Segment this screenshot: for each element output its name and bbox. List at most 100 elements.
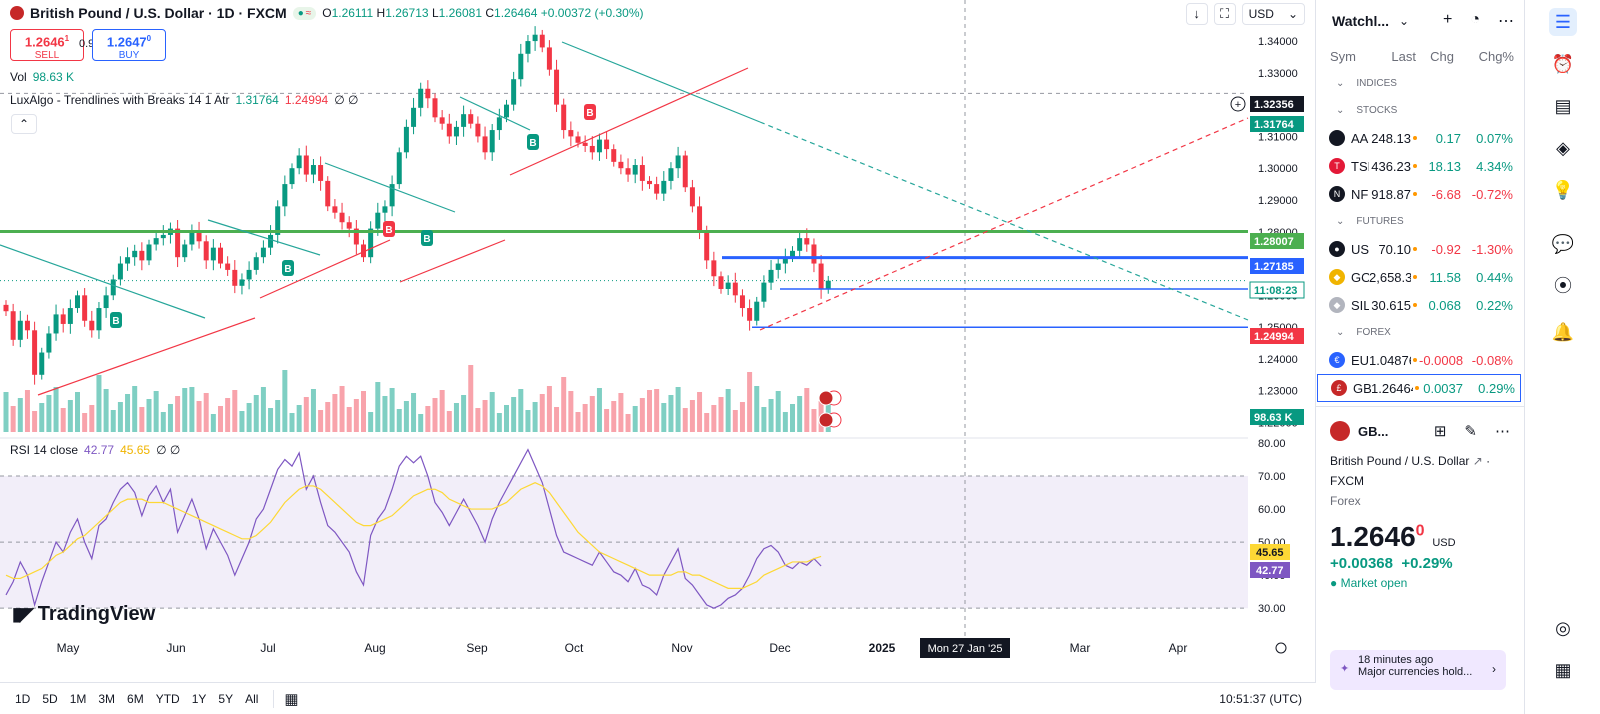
volume-bar bbox=[389, 388, 395, 432]
candle-body bbox=[804, 238, 810, 245]
notifications-icon[interactable]: 🔔 bbox=[1551, 322, 1575, 342]
buy-button[interactable]: 1.26470 BUY bbox=[92, 29, 166, 61]
edit-icon[interactable]: ✎ bbox=[1464, 423, 1477, 440]
candle-body bbox=[468, 114, 474, 124]
layers-icon[interactable]: ◈ bbox=[1556, 138, 1570, 158]
volume-bar bbox=[811, 409, 817, 432]
advanced-view-icon[interactable]: ◔ bbox=[1470, 11, 1480, 28]
market-status-pill[interactable]: ● ≈ bbox=[292, 6, 317, 20]
range-button[interactable]: 6M bbox=[127, 691, 144, 706]
rsi-label-text: 42.77 bbox=[1256, 565, 1284, 577]
chevron-down-icon: ⌄ bbox=[1336, 216, 1345, 227]
range-button[interactable]: 1M bbox=[69, 691, 87, 706]
watchlist-icon[interactable]: ☰ bbox=[1549, 8, 1577, 36]
more-icon[interactable]: ⋯ bbox=[1498, 13, 1514, 30]
candle-body bbox=[418, 88, 424, 108]
volume-bar bbox=[310, 389, 316, 432]
watchlist-row[interactable]: T TSLA436.23 18.13 4.34% bbox=[1316, 152, 1524, 180]
news-icon[interactable]: ▤ bbox=[1554, 96, 1572, 116]
volume-bar bbox=[203, 393, 209, 432]
row-change-pct: 0.29% bbox=[1478, 380, 1515, 396]
volume-bar bbox=[232, 390, 238, 432]
rsi-label-text: 45.65 bbox=[1256, 547, 1284, 559]
candle-body bbox=[589, 145, 595, 153]
stream-icon[interactable]: ⦿ bbox=[1554, 276, 1572, 296]
candle-body bbox=[17, 320, 23, 340]
price-chart[interactable]: BBBBBB1.340001.330001.320001.310001.3000… bbox=[0, 0, 1316, 682]
volume-bar bbox=[39, 403, 45, 432]
sell-button[interactable]: 1.26461 SELL bbox=[10, 29, 84, 61]
range-button[interactable]: 3M bbox=[98, 691, 116, 706]
watchlist-section[interactable]: ⌄ FUTURES bbox=[1336, 216, 1404, 227]
calendar-range-icon[interactable]: ▦ bbox=[284, 690, 299, 708]
download-icon[interactable]: ↓ bbox=[1185, 3, 1208, 25]
chart-area[interactable]: BBBBBB1.340001.330001.320001.310001.3000… bbox=[0, 0, 1316, 682]
collapse-legend-button[interactable]: ⌃ bbox=[11, 114, 37, 134]
utc-clock[interactable]: 10:51:37 (UTC) bbox=[1219, 692, 1302, 706]
grid-icon[interactable]: ⊞ bbox=[1433, 423, 1447, 440]
col-sym[interactable]: Sym bbox=[1330, 48, 1356, 64]
calendar-icon[interactable]: ▦ bbox=[1554, 660, 1572, 680]
watchlist-row[interactable]: AAPL248.13 0.17 0.07% bbox=[1316, 124, 1524, 152]
watchlist-row[interactable]: £ GBPUSD1.26464 0.0037 0.29% bbox=[1317, 374, 1521, 402]
row-change: 0.068 bbox=[1428, 297, 1461, 313]
gold-icon: ◆ bbox=[1329, 269, 1345, 285]
range-button[interactable]: 1D bbox=[15, 691, 31, 706]
volume-bar bbox=[3, 392, 9, 432]
news-card[interactable]: ✦ 18 minutes ago Major currencies hold..… bbox=[1330, 650, 1506, 690]
oil-drop-icon: ● bbox=[1329, 241, 1345, 257]
volume-bar bbox=[697, 392, 703, 432]
range-button[interactable]: 1Y bbox=[191, 691, 207, 706]
time-tick: Aug bbox=[364, 641, 385, 655]
candle-body bbox=[554, 69, 560, 105]
watchlist-section[interactable]: ⌄ STOCKS bbox=[1336, 105, 1398, 116]
chevron-down-icon[interactable]: ⌄ bbox=[1399, 14, 1410, 28]
watchlist-row[interactable]: N NFLX918.87 -6.68 -0.72% bbox=[1316, 180, 1524, 208]
candle-body bbox=[32, 330, 38, 375]
candle-body bbox=[411, 107, 417, 127]
range-button[interactable]: 5D bbox=[42, 691, 58, 706]
watchlist-title[interactable]: Watchl... bbox=[1332, 13, 1390, 29]
range-button[interactable]: 5Y bbox=[218, 691, 234, 706]
break-label bbox=[383, 221, 395, 237]
currency-select[interactable]: USD ⌄ bbox=[1241, 3, 1305, 25]
tradingview-watermark[interactable]: ▮◤ TradingView bbox=[12, 603, 156, 625]
lightbulb-icon[interactable]: 💡 bbox=[1551, 180, 1575, 200]
watchlist-section[interactable]: ⌄ INDICES bbox=[1336, 78, 1397, 89]
candle-body bbox=[189, 231, 195, 245]
watchlist-section[interactable]: ⌄ FOREX bbox=[1336, 327, 1391, 338]
candle-body bbox=[196, 231, 202, 242]
col-last[interactable]: Last bbox=[1391, 48, 1416, 64]
candle-body bbox=[24, 320, 30, 331]
range-button[interactable]: YTD bbox=[155, 691, 180, 706]
trendline-projection bbox=[759, 117, 1249, 331]
range-button[interactable]: All bbox=[245, 691, 259, 706]
chat-icon[interactable]: 💬 bbox=[1551, 234, 1575, 254]
fullscreen-icon[interactable]: ⛶ bbox=[1213, 3, 1236, 25]
row-last: 248.13 bbox=[1371, 130, 1411, 146]
row-change-pct: -0.72% bbox=[1471, 186, 1513, 202]
rsi-legend[interactable]: RSI 14 close 42.77 45.65 ∅ ∅ bbox=[10, 443, 181, 457]
external-link-icon[interactable]: ↗ bbox=[1472, 454, 1483, 468]
silver-icon: ◆ bbox=[1329, 297, 1345, 313]
volume-legend[interactable]: Vol 98.63 K bbox=[10, 70, 75, 84]
help-icon[interactable]: ◎ bbox=[1555, 618, 1571, 638]
indicator-legend[interactable]: LuxAlgo - Trendlines with Breaks 14 1 At… bbox=[10, 93, 359, 107]
alarm-clock-icon[interactable]: ⏰ bbox=[1551, 54, 1575, 74]
watchlist-row[interactable]: € EURUSD1.04876 -0.0008 -0.08% bbox=[1316, 346, 1524, 374]
market-status[interactable]: ● Market open bbox=[1330, 576, 1408, 590]
symbol-title[interactable]: British Pound / U.S. Dollar · 1D · FXCM bbox=[30, 5, 287, 21]
break-label-text: B bbox=[529, 138, 536, 149]
volume-bar bbox=[175, 396, 181, 432]
more-icon[interactable]: ⋯ bbox=[1495, 423, 1510, 440]
col-chg[interactable]: Chg bbox=[1430, 48, 1454, 64]
volume-bar bbox=[125, 394, 131, 432]
volume-bar bbox=[375, 382, 381, 432]
add-symbol-icon[interactable]: + bbox=[1442, 11, 1453, 28]
col-chgp[interactable]: Chg% bbox=[1478, 48, 1514, 64]
watchlist-row[interactable]: ◆ SILVER30.615 0.068 0.22% bbox=[1316, 291, 1524, 319]
watchlist-row[interactable]: ◆ GOLD2,658.3 11.58 0.44% bbox=[1316, 263, 1524, 291]
watchlist-row[interactable]: ● USOIL 70.10 -0.92 -1.30% bbox=[1316, 235, 1524, 263]
details-symbol[interactable]: GB... bbox=[1358, 423, 1389, 439]
candle-body bbox=[647, 180, 652, 185]
